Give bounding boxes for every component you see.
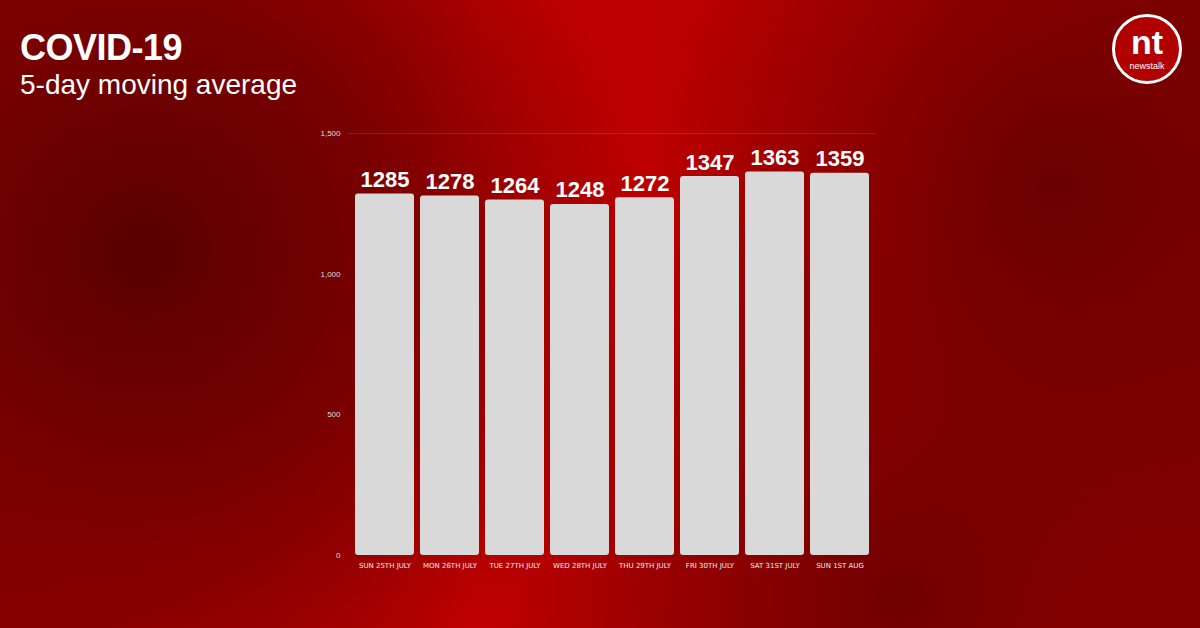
html-text:5-day moving average: 5-day moving average — [20, 69, 297, 100]
svg-text:MON 26TH JULY: MON 26TH JULY — [423, 562, 478, 570]
svg-text:THU 29TH JULY: THU 29TH JULY — [618, 562, 672, 570]
svg-text:1285: 1285 — [361, 167, 410, 192]
svg-text:1264: 1264 — [491, 173, 541, 198]
svg-text:WED 28TH JULY: WED 28TH JULY — [553, 562, 608, 570]
svg-text:500: 500 — [327, 410, 341, 419]
svg-text:1,000: 1,000 — [320, 270, 341, 279]
svg-text:1278: 1278 — [426, 169, 475, 194]
svg-text:SAT 31ST JULY: SAT 31ST JULY — [750, 562, 800, 570]
svg-text:1248: 1248 — [556, 177, 605, 202]
svg-text:1359: 1359 — [816, 146, 865, 171]
svg-text:1,500: 1,500 — [320, 129, 341, 138]
svg-text:0: 0 — [336, 551, 341, 560]
html-text:newstalk: newstalk — [1129, 61, 1165, 71]
svg-text:SUN 1ST AUG: SUN 1ST AUG — [816, 562, 864, 570]
html-text:COVID-19: COVID-19 — [20, 27, 182, 68]
svg-text:1363: 1363 — [751, 145, 800, 170]
svg-text:1347: 1347 — [686, 150, 735, 175]
svg-text:SUN 25TH JULY: SUN 25TH JULY — [359, 562, 412, 570]
svg-text:1272: 1272 — [621, 171, 670, 196]
html-text:nt: nt — [1131, 23, 1163, 61]
svg-text:FRI 30TH JULY: FRI 30TH JULY — [686, 562, 735, 570]
svg-text:TUE 27TH JULY: TUE 27TH JULY — [488, 562, 541, 570]
